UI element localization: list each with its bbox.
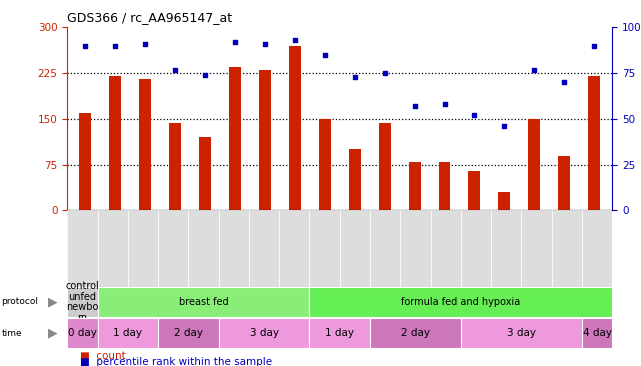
FancyBboxPatch shape: [249, 210, 279, 289]
FancyBboxPatch shape: [521, 210, 552, 289]
Text: ▶: ▶: [48, 326, 58, 340]
FancyBboxPatch shape: [582, 318, 612, 348]
Point: [80, 43, 90, 49]
Point: [529, 67, 540, 72]
Bar: [289, 46, 301, 210]
Text: 2 day: 2 day: [174, 328, 203, 338]
Bar: [528, 119, 540, 210]
Bar: [558, 156, 570, 210]
Text: breast fed: breast fed: [179, 297, 228, 307]
Point: [140, 41, 150, 47]
FancyBboxPatch shape: [552, 210, 582, 289]
Point: [200, 72, 210, 78]
Bar: [79, 113, 91, 210]
Point: [349, 74, 360, 80]
Bar: [139, 79, 151, 210]
Text: 3 day: 3 day: [249, 328, 279, 338]
FancyBboxPatch shape: [279, 210, 310, 289]
FancyBboxPatch shape: [491, 210, 521, 289]
FancyBboxPatch shape: [370, 210, 400, 289]
Bar: [408, 162, 420, 210]
Bar: [379, 123, 390, 210]
FancyBboxPatch shape: [340, 210, 370, 289]
Point: [320, 52, 330, 58]
Text: time: time: [1, 329, 22, 337]
FancyBboxPatch shape: [400, 210, 431, 289]
Text: ■  count: ■ count: [80, 351, 126, 361]
FancyBboxPatch shape: [310, 287, 612, 317]
Text: ▶: ▶: [48, 295, 58, 309]
Point: [499, 123, 510, 129]
FancyBboxPatch shape: [97, 318, 158, 348]
FancyBboxPatch shape: [67, 287, 97, 317]
Point: [410, 103, 420, 109]
FancyBboxPatch shape: [370, 318, 461, 348]
Text: control
unfed
newbo
rn: control unfed newbo rn: [65, 281, 99, 323]
FancyBboxPatch shape: [97, 287, 310, 317]
FancyBboxPatch shape: [461, 318, 582, 348]
Point: [439, 101, 449, 107]
Point: [170, 67, 180, 72]
Bar: [349, 149, 361, 210]
Bar: [499, 192, 510, 210]
Bar: [169, 123, 181, 210]
Text: 0 day: 0 day: [68, 328, 97, 338]
Text: GDS366 / rc_AA965147_at: GDS366 / rc_AA965147_at: [67, 11, 233, 24]
Bar: [199, 137, 211, 210]
FancyBboxPatch shape: [310, 318, 370, 348]
Bar: [438, 162, 451, 210]
FancyBboxPatch shape: [128, 210, 158, 289]
FancyBboxPatch shape: [67, 210, 97, 289]
FancyBboxPatch shape: [67, 318, 97, 348]
Text: 3 day: 3 day: [507, 328, 536, 338]
Text: formula fed and hypoxia: formula fed and hypoxia: [401, 297, 520, 307]
Point: [469, 112, 479, 118]
FancyBboxPatch shape: [188, 210, 219, 289]
Point: [260, 41, 270, 47]
Text: 1 day: 1 day: [325, 328, 354, 338]
FancyBboxPatch shape: [158, 318, 219, 348]
FancyBboxPatch shape: [582, 210, 612, 289]
Point: [379, 70, 390, 76]
Bar: [319, 119, 331, 210]
Text: 4 day: 4 day: [583, 328, 612, 338]
Text: 2 day: 2 day: [401, 328, 430, 338]
FancyBboxPatch shape: [219, 318, 310, 348]
Bar: [109, 76, 121, 210]
Bar: [588, 76, 600, 210]
Point: [559, 79, 569, 85]
FancyBboxPatch shape: [219, 210, 249, 289]
Bar: [229, 67, 241, 210]
Text: protocol: protocol: [1, 298, 38, 306]
FancyBboxPatch shape: [431, 210, 461, 289]
Point: [589, 43, 599, 49]
FancyBboxPatch shape: [158, 210, 188, 289]
Point: [230, 39, 240, 45]
Point: [290, 37, 300, 43]
Text: ■  percentile rank within the sample: ■ percentile rank within the sample: [80, 357, 272, 366]
Text: 1 day: 1 day: [113, 328, 142, 338]
Point: [110, 43, 121, 49]
Bar: [259, 70, 271, 210]
FancyBboxPatch shape: [310, 210, 340, 289]
Bar: [469, 171, 481, 210]
FancyBboxPatch shape: [97, 210, 128, 289]
FancyBboxPatch shape: [461, 210, 491, 289]
